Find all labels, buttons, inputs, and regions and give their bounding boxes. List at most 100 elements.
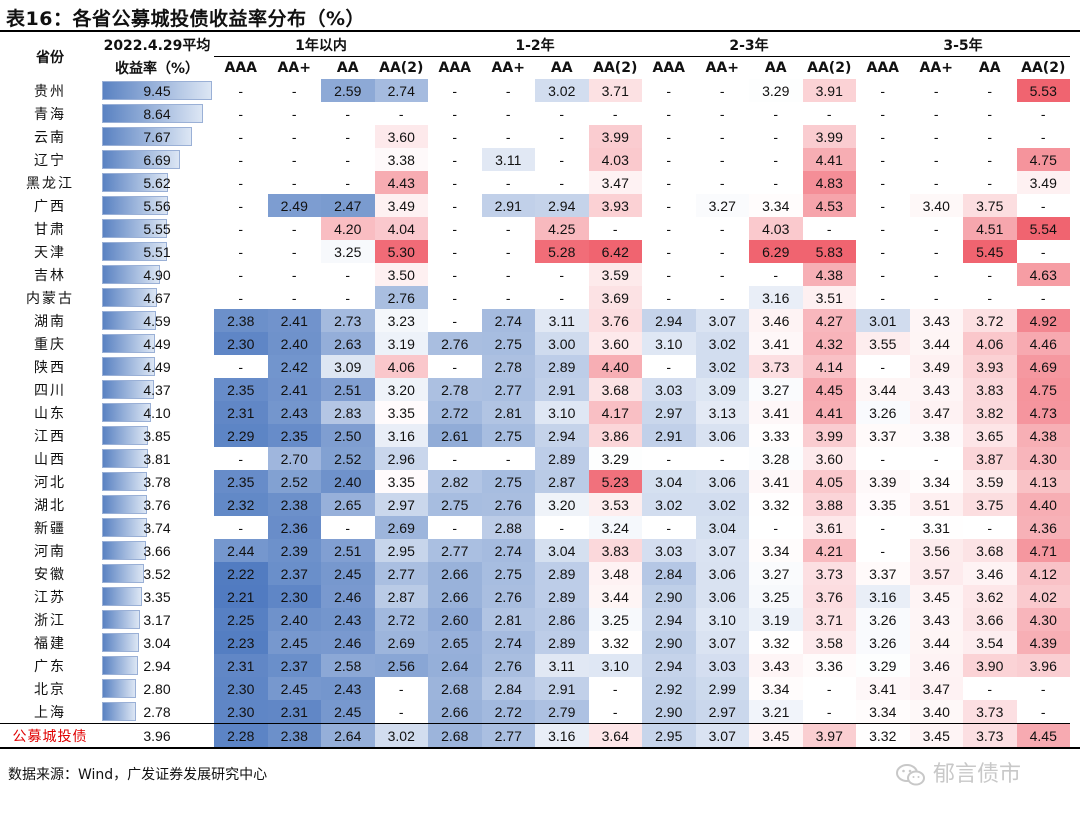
yield-cell: 4.32 — [802, 332, 856, 355]
avg-yield-value: 6.69 — [143, 151, 171, 168]
table-row: 新疆 3.74-2.36-2.69-2.88-3.24-3.04-3.61-3.3… — [0, 516, 1070, 539]
yield-cell: 3.68 — [963, 539, 1017, 562]
avg-yield-value: 7.67 — [143, 128, 171, 145]
yield-cell: 3.71 — [802, 608, 856, 631]
table-row: 浙江 3.17 2.25 2.40 2.43 2.72 2.60 2.81 2.86 3.25 2.… — [0, 608, 1070, 631]
yield-cell: - — [909, 79, 963, 102]
province-cell: 四川 — [34, 382, 66, 399]
yield-cell: - — [963, 148, 1017, 171]
yield-cell: - — [695, 447, 749, 470]
yield-cell: 3.35 — [856, 493, 910, 516]
yield-cell: 3.71 — [588, 79, 642, 102]
yield-cell: 3.43 — [909, 608, 963, 631]
table-row: 山西 3.81-2.70 2.52 2.96- -2.89 3.29- -3.28 3.60-… — [0, 447, 1070, 470]
yield-cell: 4.17 — [588, 401, 642, 424]
yield-cell: 2.43 — [321, 677, 375, 700]
yield-cell: 3.03 — [695, 654, 749, 677]
yield-cell: - — [588, 700, 642, 724]
yield-cell: - — [802, 700, 856, 724]
yield-cell: 3.29 — [856, 654, 910, 677]
yield-cell: 3.86 — [588, 424, 642, 447]
yield-cell: 3.41 — [749, 470, 803, 493]
avg-yield-bar — [102, 495, 147, 514]
yield-cell: 3.16 — [374, 424, 428, 447]
yield-cell: 3.20 — [374, 378, 428, 401]
avg-yield-bar — [102, 702, 136, 721]
yield-cell: 5.83 — [802, 240, 856, 263]
yield-cell: 2.63 — [321, 332, 375, 355]
yield-cell: - — [321, 286, 375, 309]
avg-yield-bar — [102, 380, 154, 399]
yield-cell: 3.13 — [695, 401, 749, 424]
yield-cell: 2.77 — [428, 539, 482, 562]
yield-cell: 5.23 — [588, 470, 642, 493]
yield-cell: 2.95 — [374, 539, 428, 562]
yield-cell: - — [856, 355, 910, 378]
yield-cell: - — [481, 263, 535, 286]
yield-cell: 2.72 — [481, 700, 535, 724]
yield-cell: 4.45 — [802, 378, 856, 401]
yield-cell: - — [1016, 102, 1070, 125]
yield-cell: 2.73 — [321, 309, 375, 332]
yield-cell: - — [1016, 286, 1070, 309]
yield-cell: 4.73 — [1016, 401, 1070, 424]
yield-cell: - — [535, 171, 589, 194]
yield-cell: 2.25 — [214, 608, 268, 631]
yield-cell: 3.59 — [588, 263, 642, 286]
yield-cell: - — [856, 125, 910, 148]
yield-cell: 4.03 — [749, 217, 803, 240]
yield-cell: 2.84 — [481, 677, 535, 700]
yield-cell: 2.38 — [267, 493, 321, 516]
yield-cell: 2.68 — [428, 723, 482, 747]
yield-cell: 3.73 — [963, 723, 1017, 747]
yield-cell: 3.51 — [802, 286, 856, 309]
avg-yield-bar — [102, 127, 192, 146]
yield-cell: 2.74 — [481, 309, 535, 332]
yield-cell: 5.54 — [1016, 217, 1070, 240]
yield-cell: 4.40 — [1016, 493, 1070, 516]
header-province: 省份 — [36, 49, 64, 66]
yield-cell: 3.34 — [909, 470, 963, 493]
header-rating-1-1: AA+ — [491, 60, 525, 76]
yield-cell: - — [214, 217, 268, 240]
yield-cell: 3.73 — [749, 355, 803, 378]
yield-cell: 3.10 — [535, 401, 589, 424]
table-row: 江西 3.85 2.29 2.35 2.50 3.16 2.61 2.75 2.94 3.86 2.… — [0, 424, 1070, 447]
province-cell: 青海 — [34, 106, 66, 123]
avg-yield-cell: 5.55 — [100, 217, 214, 240]
yield-cell: 3.44 — [909, 332, 963, 355]
yield-cell: 4.12 — [1016, 562, 1070, 585]
yield-cell: - — [963, 263, 1017, 286]
yield-cell: 4.06 — [374, 355, 428, 378]
yield-cell: - — [321, 125, 375, 148]
avg-yield-bar — [102, 610, 140, 629]
header-rating-2-3: AA(2) — [807, 60, 852, 76]
avg-yield-value: 4.90 — [143, 266, 171, 283]
yield-cell: 2.66 — [428, 700, 482, 724]
yield-cell: 2.90 — [642, 585, 696, 608]
avg-yield-value: 5.62 — [143, 174, 171, 191]
yield-cell: 3.11 — [481, 148, 535, 171]
yield-cell: 3.38 — [374, 148, 428, 171]
yield-cell: 3.44 — [856, 378, 910, 401]
yield-cell: 2.47 — [321, 194, 375, 217]
yield-cell: 2.43 — [267, 401, 321, 424]
yield-cell: 3.10 — [642, 332, 696, 355]
avg-yield-bar — [102, 265, 160, 284]
yield-cell: 3.43 — [749, 654, 803, 677]
table-bottom-rule — [0, 747, 1080, 749]
avg-yield-value: 4.49 — [143, 358, 171, 375]
header-rating-1-2: AA — [550, 60, 573, 76]
yield-cell: - — [428, 516, 482, 539]
yield-cell: 3.58 — [802, 631, 856, 654]
header-group-4: 3-5年 — [856, 34, 1070, 57]
yield-cell: 3.26 — [856, 401, 910, 424]
yield-cell: 3.51 — [909, 493, 963, 516]
yield-cell: 3.75 — [963, 493, 1017, 516]
yield-cell: 3.49 — [1016, 171, 1070, 194]
yield-cell: 2.43 — [321, 608, 375, 631]
yield-cell: 2.91 — [642, 424, 696, 447]
yield-cell: - — [481, 79, 535, 102]
yield-cell: - — [695, 286, 749, 309]
yield-cell: 2.28 — [214, 723, 268, 747]
